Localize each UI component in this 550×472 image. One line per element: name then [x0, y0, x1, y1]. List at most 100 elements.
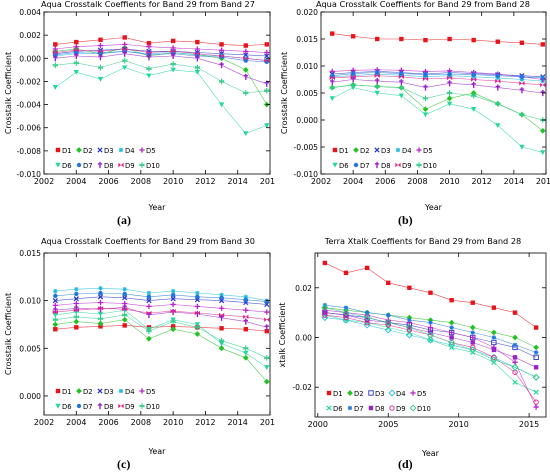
legend-item-d-D10: D10: [409, 404, 431, 413]
data-point-d-D1: [364, 265, 370, 271]
legend-label-a-D7: D7: [83, 162, 93, 170]
legend-marker-a-D1: [55, 147, 61, 153]
data-point-d-D4: [532, 373, 540, 381]
data-point-c-D7: [122, 291, 127, 297]
data-point-c-D7: [170, 292, 176, 298]
legend-label-b-D3: D3: [381, 147, 391, 155]
legend-item-b-D2: D2: [353, 147, 370, 155]
data-point-d-D3: [491, 339, 497, 346]
data-point-b-D10: [329, 84, 336, 91]
data-point-a-D10: [121, 57, 128, 64]
data-point-d-D7: [364, 310, 370, 315]
data-point-c-D3: [97, 294, 104, 300]
data-point-b-D8: [423, 84, 428, 91]
data-point-a-D5: [97, 42, 104, 49]
y-tick-label-d: 0.00: [295, 333, 312, 342]
x-axis-label-b: Year: [424, 203, 443, 212]
data-point-a-D3: [264, 53, 270, 59]
data-point-b-D1: [447, 36, 452, 42]
legend-marker-d-D2: [347, 390, 353, 396]
legend-item-a-D8: D8: [97, 161, 114, 170]
data-point-b-D10: [519, 111, 525, 118]
data-point-c-D8: [264, 324, 269, 331]
y-tick-label-a: 0.002: [19, 31, 41, 40]
legend-marker-b-D1: [332, 147, 338, 153]
x-tick-label-c: 2006: [98, 418, 118, 427]
x-tick-label-b: 2002: [311, 177, 331, 186]
y-tick-label-c: 0.015: [19, 249, 41, 258]
data-point-c-D7: [74, 291, 79, 297]
chart-b: Aqua Crosstalk Coeffients for Band 29 fr…: [280, 0, 550, 212]
legend-item-b-D10: D10: [416, 162, 437, 170]
data-point-d-D2: [533, 344, 540, 351]
data-point-c-D1: [264, 328, 269, 334]
legend-item-b-D1: D1: [332, 147, 349, 155]
series-line-b-D1: [332, 33, 543, 45]
y-axis-label-d: xtalk Coefficient: [278, 302, 287, 367]
legend-label-a-D9: D9: [125, 162, 135, 170]
legend-marker-c-D4: [118, 388, 124, 394]
legend-item-d-D1: D1: [326, 390, 343, 398]
series-line-a-D3: [55, 48, 267, 57]
plot-area-c: [52, 286, 270, 385]
legend-marker-d-D6: [326, 405, 332, 411]
data-point-a-D10: [52, 62, 59, 69]
legend-item-b-D4: D4: [395, 147, 412, 155]
data-point-c-D4: [219, 292, 224, 298]
data-point-c-D4: [146, 290, 152, 296]
data-point-b-D1: [495, 39, 500, 44]
data-point-b-D8: [375, 78, 380, 85]
data-point-b-D9: [374, 73, 380, 78]
data-point-b-D1: [471, 37, 476, 43]
data-point-b-D7: [399, 71, 404, 76]
legend-marker-a-D8: [97, 161, 103, 169]
legend-item-d-D8: D8: [368, 405, 385, 413]
legend-item-d-D6: D6: [326, 405, 343, 413]
y-tick-label-b: -0.010: [294, 170, 319, 179]
data-point-c-D6: [243, 350, 249, 356]
data-point-b-D10: [350, 82, 356, 88]
data-point-c-D4: [122, 287, 127, 292]
data-point-c-D2: [194, 331, 201, 337]
legend-item-c-D2: D2: [76, 388, 93, 396]
series-line-b-D7: [332, 72, 543, 79]
x-tick-label-b: 2014: [504, 177, 524, 186]
y-tick-label-a: -0.010: [17, 170, 42, 179]
legend-marker-b-D3: [374, 147, 380, 153]
data-point-a-D9: [243, 56, 249, 61]
series-line-c-D4: [55, 287, 267, 301]
data-point-c-D6: [218, 341, 225, 347]
x-tick-label-d: 2015: [519, 420, 539, 429]
data-point-d-D2: [491, 329, 497, 336]
data-point-b-D9: [329, 75, 335, 81]
legend-item-a-D1: D1: [55, 147, 72, 155]
data-point-b-D7: [519, 74, 525, 80]
legend-item-a-D2: D2: [76, 147, 93, 155]
data-point-b-D8: [330, 79, 335, 86]
legend-label-c-D7: D7: [83, 403, 93, 411]
legend-item-a-D3: D3: [97, 147, 114, 155]
data-point-d-D7: [407, 317, 412, 323]
data-point-b-D8: [447, 80, 452, 87]
legend-label-a-D8: D8: [104, 162, 114, 170]
legend-label-a-D2: D2: [83, 147, 93, 155]
plot-area-b: [329, 31, 546, 156]
data-point-c-D7: [195, 294, 200, 300]
data-point-d-D1: [491, 305, 497, 310]
series-line-d-D10: [324, 307, 537, 378]
data-point-c-D8: [219, 314, 224, 321]
data-point-a-D5: [218, 47, 225, 53]
data-point-a-D8: [170, 52, 176, 60]
legend-label-c-D2: D2: [83, 388, 93, 396]
legend-item-c-D8: D8: [97, 402, 114, 411]
x-axis-label-d: Year: [421, 449, 440, 458]
data-point-a-D7: [98, 51, 103, 56]
data-point-c-D9: [243, 314, 249, 320]
legend-label-d-D6: D6: [333, 405, 343, 413]
data-point-a-D5: [264, 49, 270, 56]
data-point-b-D10: [422, 95, 429, 102]
data-point-b-D9: [540, 82, 546, 88]
data-point-d-D1: [428, 290, 433, 295]
data-point-b-D6: [398, 93, 404, 99]
